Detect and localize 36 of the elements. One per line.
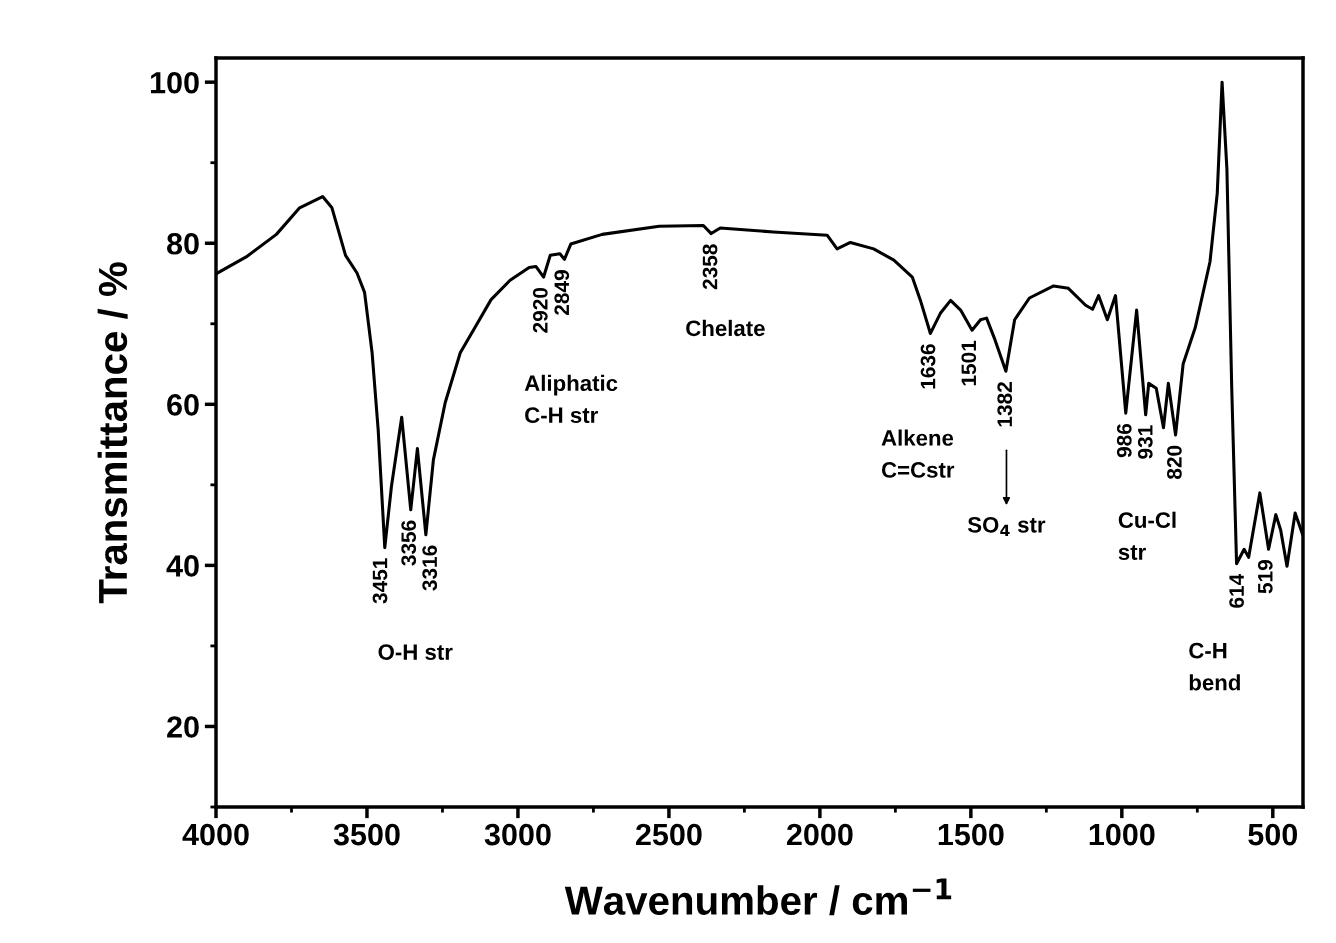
annotation: 931	[1137, 425, 1153, 459]
x-tick-label: 1000	[1089, 823, 1155, 846]
annotation: 614	[1229, 573, 1244, 608]
x-tick-label: 1500	[938, 823, 1004, 846]
annotation: 2849	[554, 270, 570, 315]
x-tick-label: 500	[1248, 823, 1298, 846]
annotation: 986	[1116, 423, 1132, 458]
y-tick-label: 60	[167, 394, 199, 416]
x-tick-label: 4000	[182, 823, 249, 846]
x-axis-title: Wavenumber / cm$^{−1}$	[564, 878, 952, 916]
y-tick-label: 20	[167, 716, 199, 738]
annotation: 820	[1167, 445, 1182, 480]
annotation: Alkene C=Cstr	[881, 429, 955, 478]
annotation: 2358	[702, 244, 718, 290]
annotation: C-H bend	[1189, 642, 1240, 691]
x-tick-label: 2500	[635, 823, 702, 846]
x-tick-label: 3500	[333, 823, 400, 846]
y-tick-label: 40	[166, 555, 199, 577]
x-tick-label: 3000	[484, 823, 551, 846]
y-axis-title: Transmittance / %	[97, 262, 128, 604]
annotation: SO$_{4}$ str	[967, 516, 1046, 537]
annotation: 2920	[532, 287, 548, 333]
y-tick-label: 100	[150, 71, 199, 94]
annotation: 1382	[997, 382, 1013, 427]
annotation: 519	[1257, 560, 1273, 594]
annotation: 1501	[961, 340, 977, 386]
annotation: 3451	[372, 558, 388, 604]
annotation: Aliphatic C-H str	[524, 374, 618, 424]
annotation: Chelate	[686, 319, 765, 337]
x-tick-label: 2000	[786, 823, 853, 846]
annotation: 3356	[401, 520, 417, 566]
annotation: 1636	[920, 344, 936, 389]
annotation: Cu-Cl str	[1118, 511, 1176, 560]
annotation: O-H str	[378, 644, 453, 660]
annotation: 3316	[422, 545, 438, 591]
y-tick-label: 80	[167, 232, 199, 255]
